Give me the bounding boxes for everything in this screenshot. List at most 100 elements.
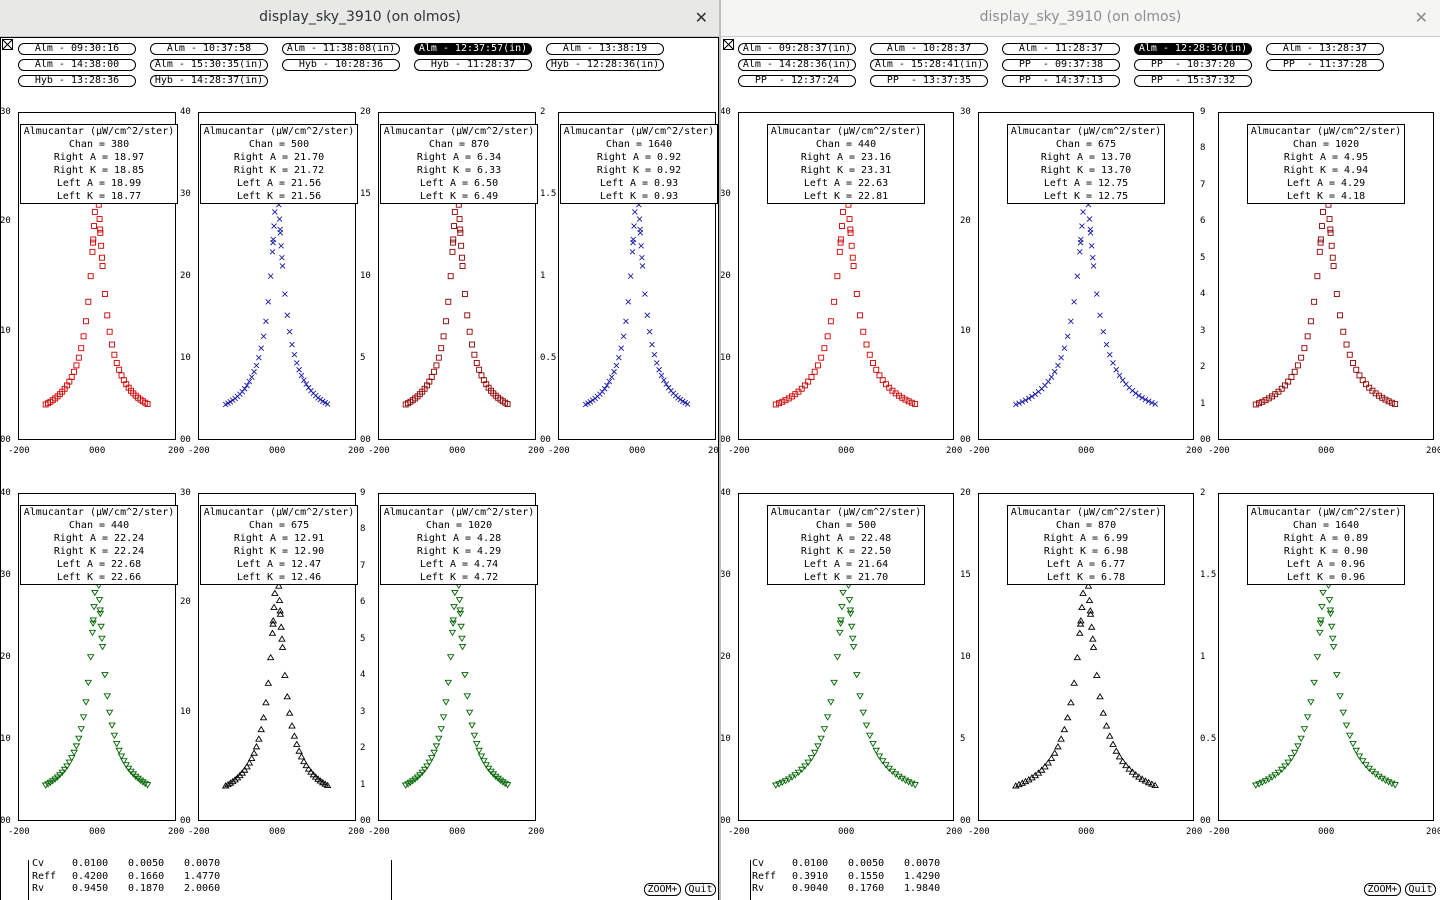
- window-titlebar[interactable]: display_sky_3910 (on olmos) ✕: [0, 0, 720, 37]
- square-marker: [82, 318, 89, 325]
- triangle-marker: [1109, 740, 1117, 747]
- dataset-button[interactable]: PP - 12:37:24: [738, 75, 856, 87]
- x-marker: [1100, 328, 1107, 335]
- square-marker: [853, 291, 860, 297]
- zoom-button[interactable]: ZOOM+: [644, 883, 681, 896]
- x-marker: [625, 298, 632, 305]
- triangle-marker: [444, 679, 453, 687]
- y-tick-label: 10: [960, 325, 971, 336]
- triangle-marker: [1388, 780, 1396, 788]
- stats-value: 1.9840: [904, 883, 941, 894]
- dataset-button[interactable]: Alm - 14:38:00: [18, 59, 136, 71]
- legend-value: Left K = 6.78: [1046, 572, 1126, 583]
- square-marker: [846, 216, 853, 223]
- dataset-button[interactable]: Alm - 12:37:57(in): [414, 43, 532, 55]
- triangle-marker: [1316, 620, 1325, 627]
- x-tick-label: -200: [188, 446, 210, 456]
- dataset-button[interactable]: Alm - 13:28:37: [1266, 43, 1384, 55]
- square-marker: [431, 368, 438, 375]
- legend-value: Right K = 12.90: [233, 546, 325, 557]
- dataset-button[interactable]: PP - 13:37:35: [870, 75, 988, 87]
- dataset-button[interactable]: Hyb - 11:28:37: [414, 59, 532, 71]
- x-marker: [1103, 341, 1110, 348]
- stats-label: Reff: [752, 870, 777, 882]
- square-marker: [78, 345, 85, 352]
- close-box-icon[interactable]: [2, 39, 13, 50]
- x-marker: [251, 368, 257, 375]
- dataset-button[interactable]: Alm - 10:37:58: [150, 43, 268, 55]
- dataset-button[interactable]: Alm - 13:38:19: [546, 43, 664, 55]
- square-marker: [89, 248, 96, 255]
- square-marker: [1301, 345, 1308, 352]
- y-tick-label: 4: [360, 670, 366, 681]
- legend-value: Right K = 21.72: [233, 165, 325, 176]
- close-icon[interactable]: ✕: [694, 8, 708, 27]
- dataset-button[interactable]: Alm - 11:28:37: [1002, 43, 1120, 55]
- x-tick-label: 200: [528, 446, 545, 456]
- triangle-marker: [1135, 773, 1143, 780]
- triangle-marker: [1297, 735, 1305, 743]
- dataset-button[interactable]: Alm - 10:28:37: [870, 43, 988, 55]
- dataset-button[interactable]: Alm - 15:30:35(in): [150, 59, 268, 71]
- square-marker: [1337, 312, 1343, 319]
- close-box-icon[interactable]: [723, 39, 734, 50]
- legend-title: Almucantar (µW/cm^2/ster): [1250, 507, 1402, 518]
- square-marker: [1294, 362, 1301, 369]
- legend-value: Left A = 22.68: [56, 559, 142, 570]
- zoom-button[interactable]: ZOOM+: [1364, 883, 1401, 896]
- triangle-marker: [494, 775, 502, 783]
- quit-button[interactable]: Quit: [1405, 883, 1436, 896]
- triangle-marker: [1391, 782, 1399, 789]
- dataset-button[interactable]: PP - 14:37:13: [1002, 75, 1120, 87]
- square-marker: [1382, 396, 1389, 403]
- legend-title: Almucantar (µW/cm^2/ster): [383, 507, 535, 518]
- dataset-button[interactable]: PP - 15:37:32: [1134, 75, 1252, 87]
- dataset-button[interactable]: PP - 11:37:28: [1266, 59, 1384, 71]
- window-titlebar[interactable]: display_sky_3910 (on olmos) ✕: [721, 0, 1440, 37]
- square-marker: [80, 333, 87, 340]
- triangle-marker: [477, 753, 486, 760]
- square-marker: [866, 351, 873, 358]
- stats-value: 0.1550: [848, 870, 885, 882]
- dataset-button[interactable]: PP - 09:37:38: [1002, 59, 1120, 71]
- dataset-button[interactable]: Alm - 09:28:37(in): [738, 43, 856, 55]
- dataset-button[interactable]: PP - 10:37:20: [1134, 59, 1252, 71]
- dataset-button[interactable]: Alm - 12:28:36(in): [1134, 43, 1252, 55]
- legend-value: Left A = 0.96: [1286, 559, 1366, 570]
- y-tick-label: 20: [960, 488, 971, 498]
- triangle-marker: [1358, 758, 1367, 765]
- square-marker: [836, 248, 843, 255]
- triangle-marker: [134, 775, 142, 783]
- y-tick-label: 10: [960, 652, 971, 662]
- triangle-marker: [1112, 747, 1121, 754]
- y-tick-label: 20: [180, 271, 191, 281]
- stats-value: 0.1660: [128, 870, 165, 882]
- dataset-button[interactable]: Alm - 11:38:08(in): [282, 43, 400, 55]
- dataset-button[interactable]: Hyb - 14:28:37(in): [150, 75, 268, 87]
- triangle-marker: [908, 780, 916, 788]
- triangle-marker: [446, 654, 455, 661]
- dataset-button[interactable]: Alm - 15:28:41(in): [870, 59, 988, 71]
- dataset-button[interactable]: Hyb - 12:28:36(in): [546, 59, 664, 71]
- y-tick-label: 30: [960, 107, 971, 117]
- x-marker: [1032, 391, 1039, 397]
- y-tick-label: 00: [180, 816, 191, 826]
- dataset-button[interactable]: Hyb - 10:28:36: [282, 59, 400, 71]
- x-marker: [637, 230, 644, 236]
- x-marker: [1025, 395, 1032, 402]
- y-tick-label: 1: [360, 779, 366, 790]
- triangle-marker: [1084, 582, 1093, 589]
- square-marker: [1356, 372, 1363, 379]
- y-tick-label: 1: [1200, 652, 1206, 662]
- square-marker: [1314, 273, 1321, 280]
- x-marker: [1022, 397, 1029, 403]
- square-marker: [1350, 360, 1356, 366]
- dataset-button[interactable]: Hyb - 13:28:36: [18, 75, 136, 87]
- triangle-marker: [101, 672, 109, 679]
- close-icon[interactable]: ✕: [1414, 8, 1428, 27]
- dataset-button[interactable]: Alm - 09:30:16: [18, 43, 136, 55]
- dataset-button[interactable]: Alm - 14:28:36(in): [738, 59, 856, 71]
- triangle-marker: [1060, 725, 1069, 733]
- quit-button[interactable]: Quit: [685, 883, 716, 896]
- triangle-marker: [285, 709, 294, 716]
